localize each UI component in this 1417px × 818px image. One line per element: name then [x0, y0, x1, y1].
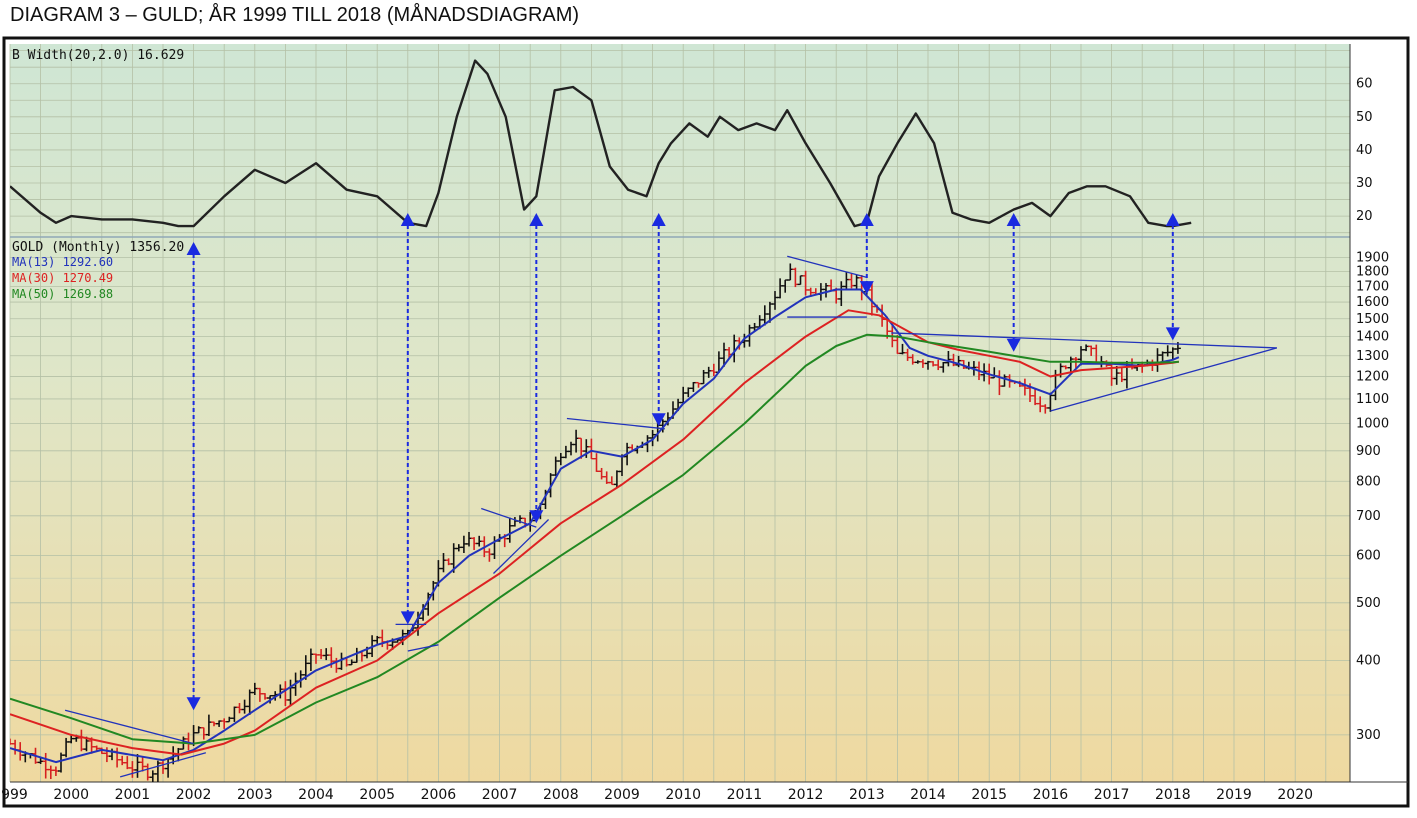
- ma50-line: [10, 333, 1179, 745]
- trendline: [64, 709, 194, 745]
- cycle-arrow: [651, 213, 666, 427]
- y-tick-label: 700: [1356, 509, 1381, 524]
- cycle-arrow: [400, 213, 415, 625]
- y-tick-label: 1400: [1356, 330, 1389, 345]
- x-tick-label: 2004: [298, 787, 334, 803]
- y-tick-label: 30: [1356, 176, 1373, 191]
- y-tick-label: 1300: [1356, 349, 1389, 364]
- trendline: [493, 519, 550, 574]
- y-tick-label: 1100: [1356, 392, 1389, 407]
- price-label: GOLD (Monthly) 1356.20: [12, 240, 184, 255]
- y-tick-label: 50: [1356, 110, 1373, 125]
- x-tick-label: 2005: [359, 787, 395, 803]
- x-tick-label: 2013: [849, 787, 885, 803]
- x-tick-label: 2016: [1033, 787, 1069, 803]
- cycle-arrow: [1165, 213, 1180, 341]
- cycle-arrow: [529, 213, 544, 524]
- plot-background: [10, 44, 1350, 782]
- chart-title: DIAGRAM 3 – GULD; ÅR 1999 TILL 2018 (MÅN…: [10, 4, 580, 26]
- ma13-label: MA(13) 1292.60: [12, 255, 113, 269]
- price-panel: [10, 255, 1278, 782]
- x-tick-label: 2003: [237, 787, 273, 803]
- y-tick-label: 400: [1356, 653, 1381, 668]
- panel-separators: [10, 44, 1408, 783]
- x-tick-label: 2012: [788, 787, 824, 803]
- indicator-label: B Width(20,2.0) 16.629: [12, 48, 184, 63]
- cycle-arrow: [186, 242, 201, 711]
- x-tick-label: 1999: [0, 787, 28, 803]
- ma50-label: MA(50) 1269.88: [12, 287, 113, 301]
- trendline: [481, 507, 537, 528]
- y-tick-label: 60: [1356, 77, 1373, 92]
- x-axis: 1999 2000 2001 2002 2003 2004 2005 2006 2007 2008…: [0, 787, 1313, 803]
- x-tick-label: 2019: [1216, 787, 1252, 803]
- y-tick-label: 40: [1356, 143, 1373, 158]
- y-tick-label: 1900: [1356, 251, 1389, 266]
- x-tick-label: 2018: [1155, 787, 1191, 803]
- cycle-arrow: [859, 213, 874, 295]
- trendline: [407, 644, 439, 652]
- x-tick-label: 2009: [604, 787, 640, 803]
- x-tick-label: 2000: [53, 787, 89, 803]
- trendline: [891, 332, 1277, 349]
- trendline: [566, 417, 665, 430]
- cycle-arrows: [186, 213, 1180, 711]
- y-tick-label: 500: [1356, 596, 1381, 611]
- y-axis: 20 30 40 50 60 300 400 500 600 700 800 900 1000 1100 1…: [1356, 77, 1389, 743]
- x-tick-label: 2017: [1094, 787, 1130, 803]
- cycle-arrow: [1006, 213, 1021, 352]
- y-tick-label: 900: [1356, 444, 1381, 459]
- bandwidth-line: [10, 59, 1192, 228]
- y-tick-label: 1200: [1356, 369, 1389, 384]
- x-tick-label: 2015: [971, 787, 1007, 803]
- x-tick-label: 2006: [421, 787, 457, 803]
- x-tick-label: 2020: [1277, 787, 1313, 803]
- y-tick-label: 600: [1356, 549, 1381, 564]
- x-tick-label: 2007: [482, 787, 518, 803]
- legend-labels: B Width(20,2.0) 16.629 GOLD (Monthly) 13…: [12, 48, 184, 301]
- ma13-line: [10, 288, 1180, 764]
- x-tick-label: 2001: [115, 787, 151, 803]
- x-tick-label: 2010: [665, 787, 701, 803]
- y-tick-label: 1500: [1356, 312, 1389, 327]
- bandwidth-panel: [10, 59, 1192, 228]
- x-tick-label: 2011: [727, 787, 763, 803]
- ma30-line: [10, 309, 1180, 756]
- y-tick-label: 20: [1356, 209, 1373, 224]
- ma30-label: MA(30) 1270.49: [12, 271, 113, 285]
- y-tick-label: 1800: [1356, 265, 1389, 280]
- trendline: [119, 752, 207, 778]
- grid: [9, 44, 1350, 782]
- y-tick-label: 1700: [1356, 279, 1389, 294]
- trendline: [787, 255, 867, 279]
- x-tick-label: 2002: [176, 787, 212, 803]
- y-tick-label: 1600: [1356, 295, 1389, 310]
- y-tick-label: 1000: [1356, 417, 1389, 432]
- x-tick-label: 2014: [910, 787, 946, 803]
- x-tick-label: 2008: [543, 787, 579, 803]
- trendline: [1050, 347, 1278, 412]
- y-tick-label: 800: [1356, 474, 1381, 489]
- y-tick-label: 300: [1356, 728, 1381, 743]
